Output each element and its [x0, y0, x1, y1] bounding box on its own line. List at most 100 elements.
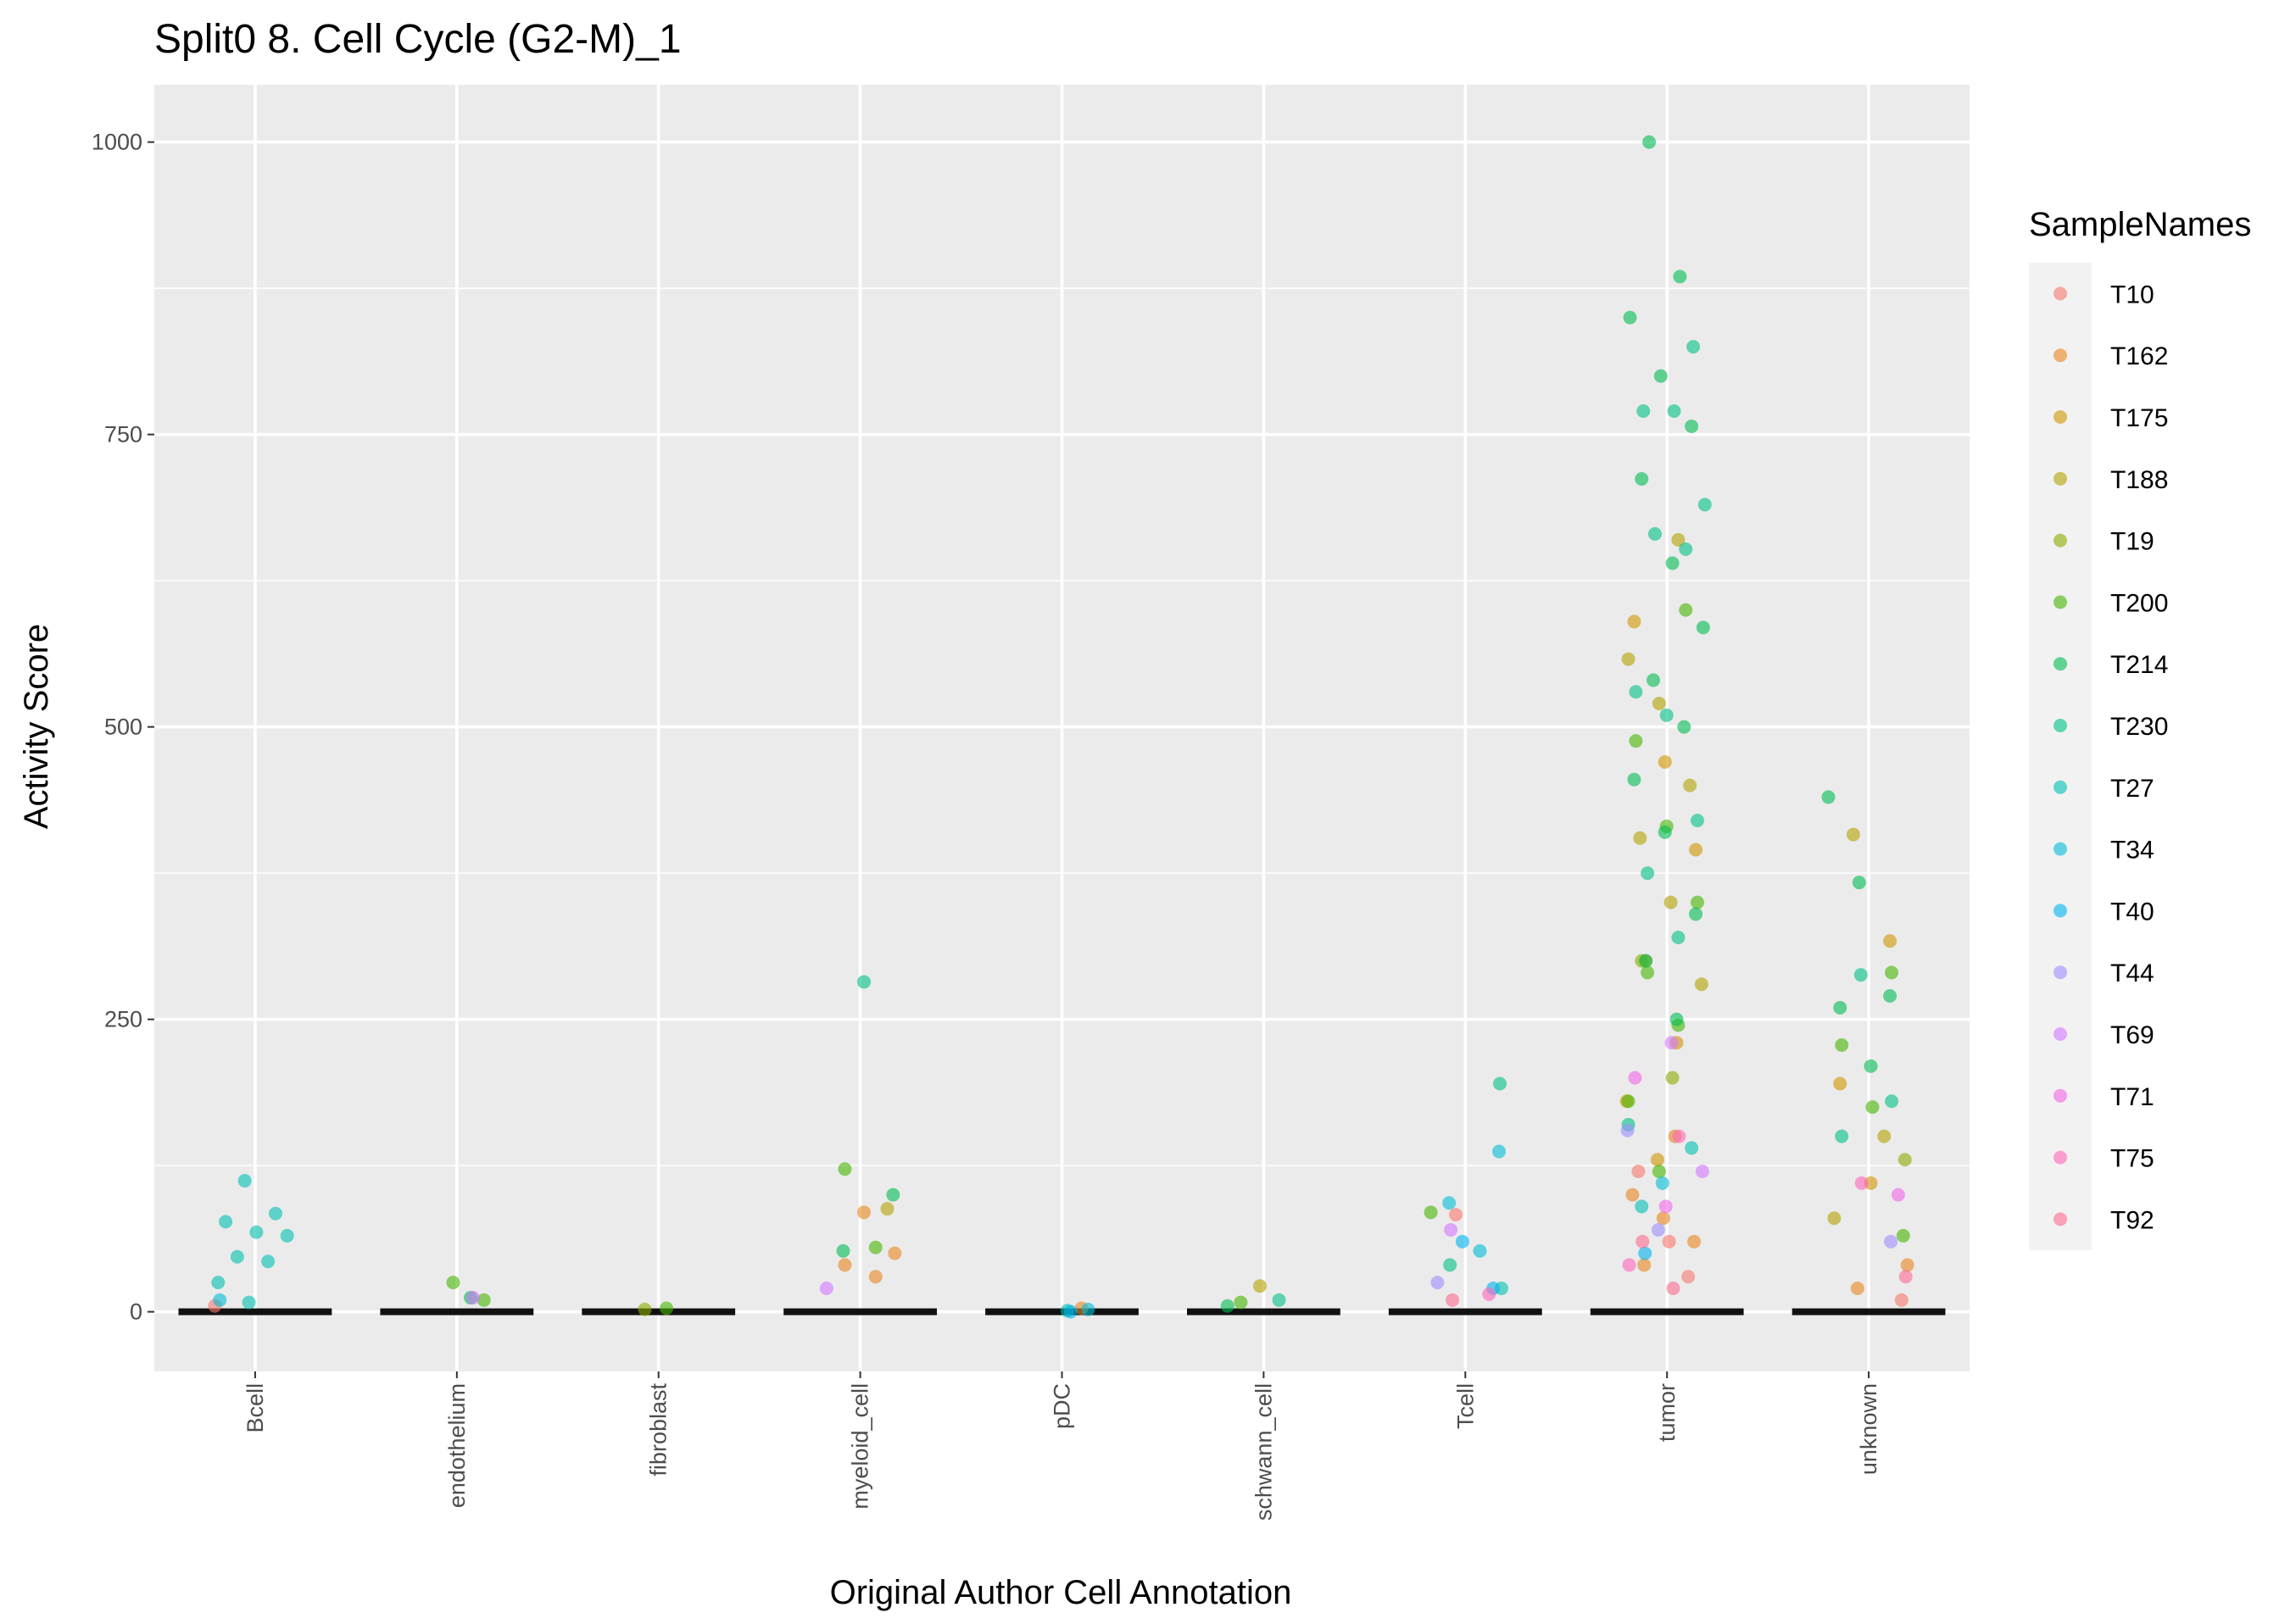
legend-key	[2054, 533, 2067, 548]
point	[1652, 1165, 1666, 1179]
point	[1690, 814, 1704, 828]
point	[1647, 526, 1662, 541]
legend-key	[2054, 471, 2067, 486]
x-tick-label: endothelium	[444, 1383, 470, 1508]
legend-key	[2054, 657, 2067, 671]
point	[1833, 1000, 1847, 1015]
point	[1652, 697, 1666, 711]
point	[1655, 1176, 1669, 1190]
legend-label: T214	[2110, 651, 2168, 679]
point	[1677, 720, 1691, 734]
legend-label: T44	[2110, 959, 2154, 987]
legend-key	[2054, 1027, 2067, 1041]
point	[1689, 843, 1703, 857]
point	[838, 1162, 852, 1176]
point	[1900, 1258, 1914, 1272]
point	[1430, 1276, 1445, 1290]
point	[249, 1225, 264, 1239]
point	[836, 1243, 850, 1258]
x-tick-label: Tcell	[1452, 1383, 1478, 1429]
point	[1894, 1293, 1909, 1307]
point	[1636, 404, 1651, 419]
point	[1444, 1223, 1458, 1237]
point	[1689, 907, 1703, 921]
x-tick-label: unknown	[1856, 1383, 1881, 1475]
point	[1679, 603, 1693, 617]
point	[1669, 1012, 1684, 1026]
point	[1686, 340, 1701, 354]
x-tick-label: myeloid_cell	[848, 1383, 873, 1510]
point	[1885, 1094, 1899, 1109]
point	[1629, 734, 1643, 748]
point	[1683, 778, 1697, 793]
point	[1694, 977, 1708, 992]
legend-label: T75	[2110, 1145, 2154, 1173]
point	[1448, 1208, 1463, 1222]
point	[1653, 369, 1668, 383]
legend-label: T200	[2110, 589, 2168, 617]
point	[1650, 1153, 1664, 1167]
point	[1639, 954, 1653, 968]
point	[1641, 965, 1655, 980]
legend-label: T34	[2110, 837, 2154, 865]
point	[638, 1302, 652, 1316]
legend-label: T27	[2110, 775, 2154, 803]
point	[1234, 1295, 1248, 1310]
point	[268, 1206, 282, 1221]
y-tick-label: 500	[104, 715, 142, 740]
y-tick-label: 750	[104, 422, 142, 448]
point	[1671, 532, 1686, 547]
x-tick-label: pDC	[1050, 1383, 1075, 1429]
point	[1220, 1299, 1234, 1313]
point	[1662, 1234, 1676, 1249]
point	[476, 1293, 491, 1307]
legend-label: T230	[2110, 713, 2168, 741]
point	[888, 1246, 902, 1260]
point	[1846, 827, 1860, 842]
point	[1672, 1129, 1686, 1143]
point	[1690, 895, 1704, 909]
point	[1833, 1076, 1847, 1091]
chart-title: Split0 8. Cell Cycle (G2-M)_1	[154, 17, 682, 62]
legend-key	[2054, 780, 2067, 794]
point	[1621, 652, 1636, 666]
point	[1651, 1223, 1665, 1237]
point	[237, 1174, 252, 1188]
point	[1673, 270, 1687, 284]
point	[1620, 1123, 1635, 1137]
legend-key	[2054, 904, 2067, 918]
point	[1658, 1199, 1673, 1214]
point	[1852, 876, 1866, 890]
point	[1665, 1071, 1680, 1085]
x-axis-title: Original Author Cell Annotation	[830, 1574, 1292, 1611]
x-tick-label: tumor	[1654, 1383, 1680, 1442]
point	[1697, 498, 1712, 512]
legend-label: T162	[2110, 342, 2168, 370]
point	[1621, 1094, 1636, 1109]
point	[886, 1187, 900, 1202]
point	[819, 1282, 833, 1296]
point	[1642, 135, 1657, 149]
violin-base	[178, 1308, 332, 1315]
point	[1455, 1234, 1469, 1249]
legend-label: T10	[2110, 281, 2154, 309]
y-tick-label: 1000	[92, 130, 142, 155]
point	[1898, 1270, 1913, 1284]
legend-key	[2054, 286, 2067, 301]
point	[1492, 1144, 1507, 1159]
point	[868, 1270, 883, 1284]
point	[1685, 1141, 1699, 1155]
legend-key	[2054, 1212, 2067, 1226]
x-tick-label: fibroblast	[646, 1383, 672, 1477]
point	[1665, 556, 1680, 570]
point	[660, 1301, 674, 1315]
legend-label: T175	[2110, 404, 2168, 432]
x-tick-label: schwann_cell	[1251, 1383, 1276, 1521]
legend-title: SampleNames	[2029, 206, 2251, 243]
point	[1898, 1153, 1912, 1167]
point	[838, 1258, 852, 1272]
point	[1883, 989, 1898, 1004]
point	[1633, 831, 1647, 845]
point	[261, 1254, 276, 1269]
